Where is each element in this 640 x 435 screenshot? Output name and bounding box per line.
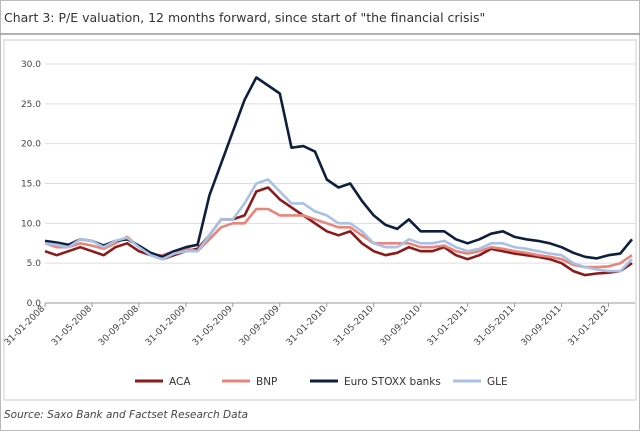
legend-label: Euro STOXX banks xyxy=(344,376,441,388)
plot-frame xyxy=(3,39,637,401)
chart-title: Chart 3: P/E valuation, 12 months forwar… xyxy=(4,10,485,25)
source: Source: Saxo Bank and Factset Research D… xyxy=(4,409,248,421)
y-tick-label: 30.0 xyxy=(21,60,41,70)
legend-label: ACA xyxy=(169,376,191,388)
y-tick-label: 10.0 xyxy=(21,219,41,229)
series-line xyxy=(44,178,633,273)
y-tick-label: 25.0 xyxy=(21,100,41,110)
y-tick-label: 5.0 xyxy=(27,259,42,269)
y-tick-label: 20.0 xyxy=(21,140,41,150)
series-line xyxy=(44,186,633,277)
y-tick-label: 0.0 xyxy=(27,299,42,309)
legend-label: BNP xyxy=(256,376,277,388)
y-tick-label: 15.0 xyxy=(21,180,41,190)
series-line xyxy=(44,76,634,260)
legend-label: GLE xyxy=(487,376,508,388)
